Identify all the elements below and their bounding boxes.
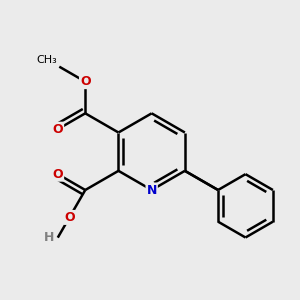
Text: H: H [44,231,54,244]
Text: CH₃: CH₃ [37,55,58,65]
Text: O: O [80,75,91,88]
Text: O: O [64,211,75,224]
Text: O: O [52,123,63,136]
Text: O: O [52,168,63,181]
Text: N: N [146,184,157,196]
